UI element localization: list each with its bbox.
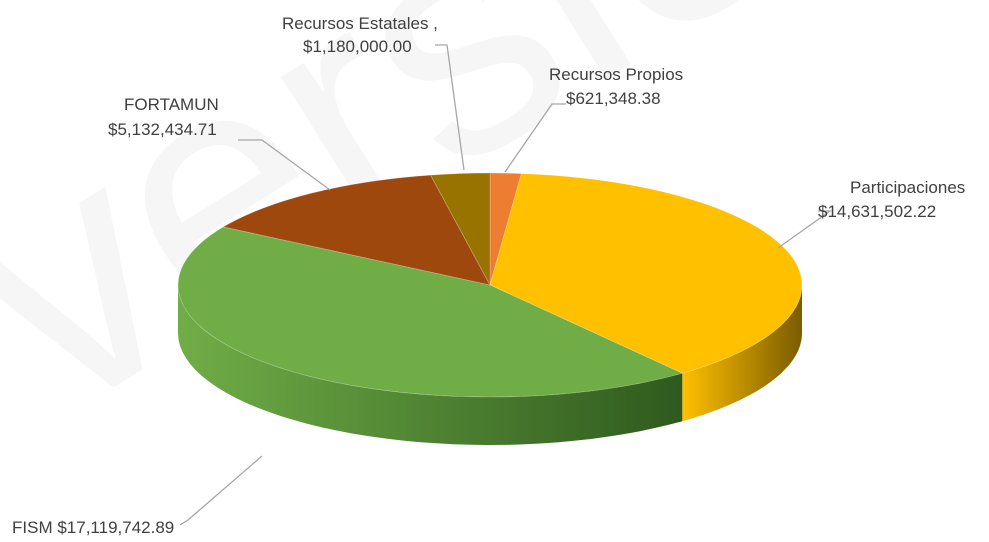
pie-side-fism (178, 285, 683, 445)
data-label-name-recursos-propios: Recursos Propios (549, 65, 683, 84)
pie-slice-recursos-propios[interactable] (489, 172, 522, 286)
leader-line-fortamun (238, 139, 331, 191)
data-label-value-recursos-estatales: $1,180,000.00 (303, 37, 412, 56)
data-label-name-fortamun: FORTAMUN (124, 95, 219, 114)
leader-line-recursos-propios (504, 103, 566, 173)
pie-slice-fism[interactable] (177, 226, 684, 398)
leader-line-recursos-estatales (435, 44, 465, 171)
pie-slice-fortamun[interactable] (222, 174, 491, 286)
data-label-both-fism: FISM $17,119,742.89 (12, 518, 174, 537)
pie-slice-participaciones[interactable] (489, 173, 803, 374)
leader-line-fism (179, 455, 263, 526)
data-label-value-fortamun: $5,132,434.71 (108, 120, 217, 139)
leader-line-participaciones (777, 210, 833, 249)
data-label-value-participaciones: $14,631,502.22 (818, 202, 936, 221)
data-label-name-recursos-estatales: Recursos Estatales , (282, 14, 438, 33)
data-label-name-participaciones: Participaciones (850, 178, 965, 197)
pie-slice-recursos-estatales[interactable] (429, 172, 491, 286)
data-label-value-recursos-propios: $621,348.38 (566, 89, 661, 108)
pie-side-participaciones (682, 285, 802, 422)
